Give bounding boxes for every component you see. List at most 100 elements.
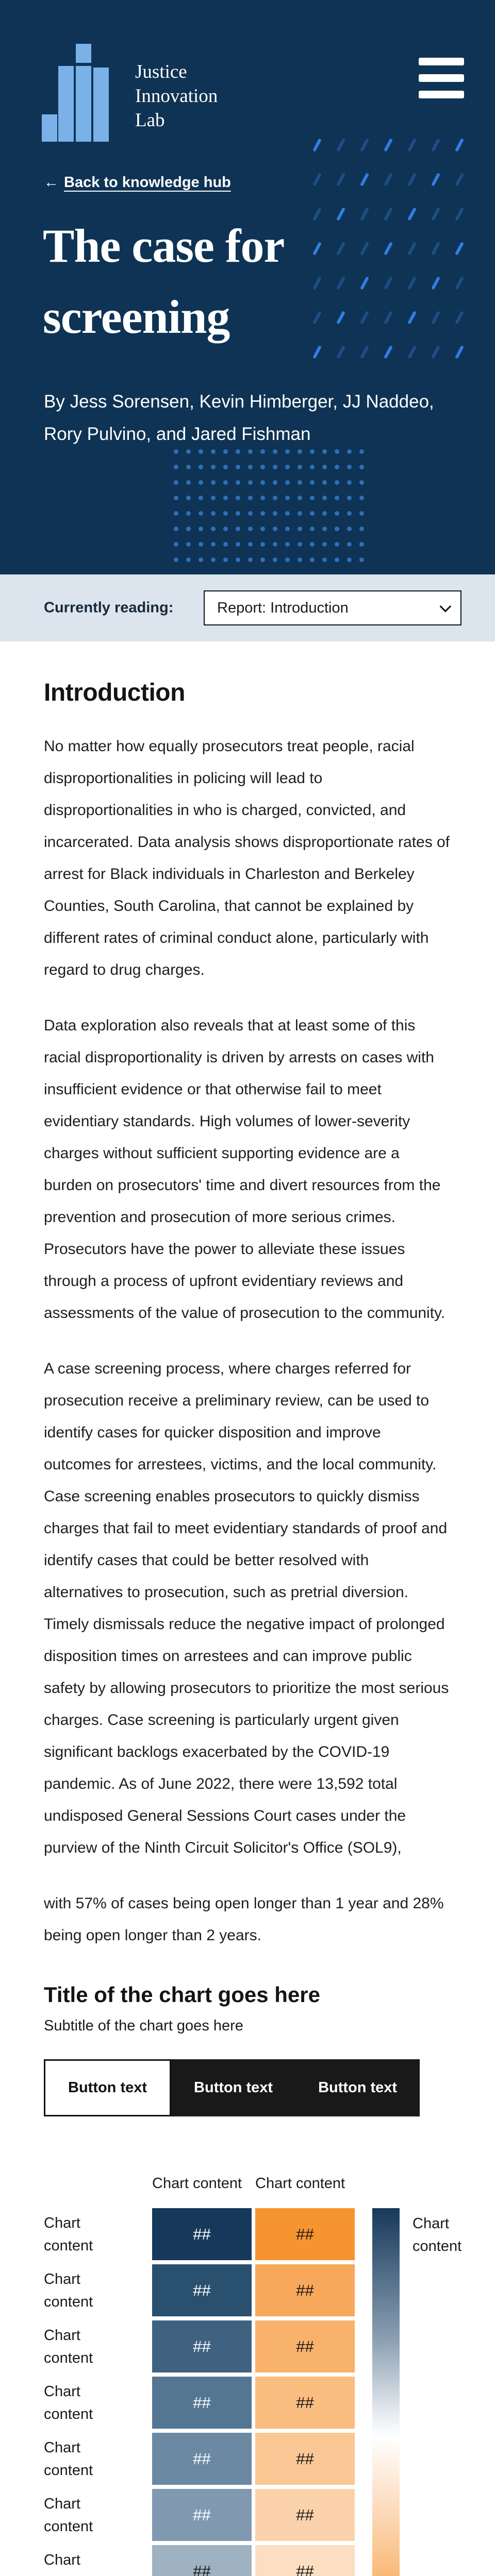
dot-icon [223,511,228,516]
dot-icon [335,480,339,485]
chart-row-label: Chart content [44,2439,93,2479]
chart-filter-button-1[interactable]: Button text [44,2059,172,2116]
dot-icon [248,449,253,454]
dot-icon [335,511,339,516]
dot-icon [322,449,327,454]
dot-icon [273,496,277,500]
dot-icon [223,496,228,500]
report-section-select[interactable]: Report: Introduction [204,590,461,625]
dot-icon [273,557,277,562]
page-title: The case for screening [43,219,285,343]
dot-icon [236,527,240,531]
dot-icon [248,511,253,516]
back-link-label: Back to knowledge hub [64,174,231,191]
jil-logo-icon[interactable] [42,44,110,142]
dot-icon [273,511,277,516]
selected-option-label: Report: Introduction [217,599,349,616]
dot-icon [298,480,302,485]
dot-icon [174,496,178,500]
dot-icon [248,557,253,562]
slash-icon [336,311,345,325]
slash-icon [431,345,440,359]
chart-row: Chart content #### [44,2433,451,2485]
chart-filter-button-2[interactable]: Button text [171,2059,296,2116]
dot-icon [347,465,352,469]
dot-icon [347,480,352,485]
slash-icon [407,276,417,290]
dot-icon [236,496,240,500]
dot-icon [174,557,178,562]
dot-icon [285,465,290,469]
chart-filter-button-3[interactable]: Button text [295,2059,420,2116]
chart-row-label: Chart content [44,2270,93,2310]
slash-icon [360,345,369,359]
slash-icon [431,173,440,187]
menu-hamburger-icon[interactable] [419,58,464,107]
dot-icon [186,465,191,469]
dot-icon [273,527,277,531]
dot-icon [335,496,339,500]
dot-icon [285,496,290,500]
slash-icon [360,207,369,221]
dot-icon [260,496,265,500]
dot-icon [186,449,191,454]
dot-icon [174,480,178,485]
slash-icon [384,242,393,256]
chart-row-label: Chart content [44,2383,93,2422]
slash-icon [336,138,345,152]
dot-icon [236,465,240,469]
slash-icon [455,173,464,187]
dot-icon [298,557,302,562]
slash-icon [407,173,417,187]
chart-row: Chart content #### [44,2489,451,2541]
slash-icon [407,345,417,359]
dot-icon [211,511,216,516]
dot-icon [322,542,327,547]
slash-icon [336,276,345,290]
dot-icon [199,480,203,485]
back-to-knowledge-hub-link[interactable]: ← Back to knowledge hub [44,174,231,191]
dot-icon [347,557,352,562]
dot-icon [285,527,290,531]
slash-icon [312,345,322,359]
slash-icon [312,311,322,325]
dot-icon [322,465,327,469]
dot-icon [273,465,277,469]
intro-paragraph: with 57% of cases being open longer than… [44,1895,444,1944]
dot-icon [260,449,265,454]
dot-icon [174,511,178,516]
dot-icon [186,511,191,516]
dot-icon [335,557,339,562]
dot-icon [310,557,315,562]
dot-icon [359,496,364,500]
intro-paragraph: A case screening process, where charges … [44,1360,449,1856]
slash-icon [431,138,440,152]
dot-icon [174,542,178,547]
heatmap-cell-blue: ## [152,2545,252,2576]
heatmap-cell-blue: ## [152,2208,252,2260]
diagonal-slash-pattern [312,138,470,385]
heatmap-cell-blue: ## [152,2377,252,2429]
slash-icon [312,207,322,221]
dot-icon [211,557,216,562]
dot-icon [260,557,265,562]
main-content: Introduction No matter how equally prose… [0,679,495,2576]
slash-icon [431,276,440,290]
dot-icon [298,542,302,547]
hero-header: Justice Innovation Lab ← Back to knowledge … [0,0,495,574]
slash-icon [407,207,417,221]
slash-icon [384,311,393,325]
dot-icon [236,542,240,547]
dot-icon [260,527,265,531]
slash-icon [384,207,393,221]
dot-icon [223,542,228,547]
dot-icon [199,527,203,531]
dot-icon [335,465,339,469]
slash-icon [431,207,440,221]
chart-row: Chart content #### [44,2545,451,2576]
dot-icon [223,527,228,531]
dot-icon [199,557,203,562]
slash-icon [384,138,393,152]
dot-icon [347,496,352,500]
